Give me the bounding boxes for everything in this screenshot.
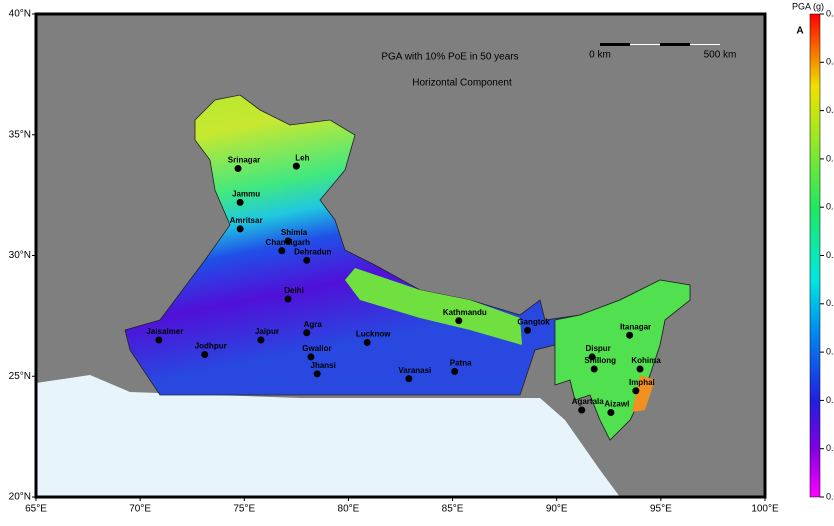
pga-nepal	[345, 268, 522, 345]
city-marker	[588, 353, 596, 361]
city-label: Kathmandu	[443, 308, 487, 317]
city-marker	[578, 406, 586, 414]
colorbar-tick-label: 0.45	[826, 57, 834, 67]
city-marker	[155, 336, 163, 344]
y-tick-label: 25°N	[9, 371, 31, 382]
city-marker	[607, 408, 615, 416]
city-label: Shimla	[281, 228, 308, 237]
city-label: Patna	[450, 359, 472, 368]
city-label: Aizawl	[604, 400, 629, 409]
city-label: Jodhpur	[195, 342, 227, 351]
city-marker	[257, 336, 265, 344]
city-marker	[292, 162, 300, 170]
city-label: Dehradun	[294, 247, 331, 256]
colorbar-tick-label: 0.15	[826, 346, 834, 356]
city-label: Jhansi	[311, 361, 336, 370]
city-label: Leh	[295, 153, 309, 162]
city-marker	[405, 375, 413, 383]
scale-end: 500 km	[704, 50, 737, 61]
city-marker	[303, 256, 311, 264]
city-label: Shillong	[584, 356, 616, 365]
colorbar-tick-label: 0.50	[826, 8, 834, 18]
x-tick-label: 100°E	[751, 504, 779, 515]
x-tick-label: 90°E	[546, 504, 568, 515]
scale-bar-segment	[630, 43, 660, 46]
colorbar-title: PGA (g)	[792, 1, 824, 11]
colorbar-tick-label: 0.35	[826, 153, 834, 163]
scale-start: 0 km	[589, 50, 611, 61]
colorbar	[809, 13, 821, 498]
city-label: Delhi	[284, 286, 304, 295]
city-marker	[201, 351, 209, 359]
city-label: Gangtok	[517, 317, 550, 326]
x-tick-label: 75°E	[233, 504, 255, 515]
city-label: Chandigarh	[266, 238, 311, 247]
x-tick-label: 65°E	[25, 504, 47, 515]
city-marker	[307, 353, 315, 361]
city-marker	[236, 198, 244, 206]
city-label: Jaipur	[255, 327, 279, 336]
city-label: Lucknow	[356, 330, 391, 339]
city-marker	[278, 247, 286, 255]
city-label: Gwalior	[302, 344, 331, 353]
city-label: Kohima	[631, 356, 661, 365]
scale-bar-segment	[690, 43, 720, 46]
city-label: Agra	[304, 320, 323, 329]
city-marker	[236, 225, 244, 233]
city-marker	[636, 365, 644, 373]
city-label: Srinagar	[228, 156, 260, 165]
city-marker	[451, 367, 459, 375]
city-label: Agartala	[572, 397, 605, 406]
x-tick-label: 80°E	[338, 504, 360, 515]
city-marker	[284, 295, 292, 303]
map-title: PGA with 10% PoE in 50 years	[381, 52, 518, 63]
city-label: Jaisalmer	[146, 327, 183, 336]
city-marker	[455, 317, 463, 325]
y-tick-label: 40°N	[9, 9, 31, 20]
city-label: Imphal	[629, 378, 655, 387]
city-label: Jammu	[232, 189, 260, 198]
map-subtitle: Horizontal Component	[412, 78, 512, 89]
city-label: Dispur	[585, 344, 610, 353]
colorbar-tick-label: 0.00	[826, 491, 834, 501]
sea	[36, 375, 620, 497]
y-tick-label: 20°N	[9, 492, 31, 503]
colorbar-tick-label: 0.10	[826, 395, 834, 405]
city-marker	[590, 365, 598, 373]
y-tick-label: 30°N	[9, 250, 31, 261]
city-marker	[632, 387, 640, 395]
colorbar-tick-label: 0.30	[826, 202, 834, 212]
colorbar-tick-label: 0.25	[826, 250, 834, 260]
city-label: Varanasi	[398, 366, 431, 375]
city-marker	[303, 329, 311, 337]
colorbar-tick-label: 0.40	[826, 105, 834, 115]
x-tick-label: 95°E	[650, 504, 672, 515]
city-marker	[524, 326, 532, 334]
x-tick-label: 70°E	[129, 504, 151, 515]
colorbar-label: A	[796, 26, 803, 37]
pga-hotspot	[632, 375, 655, 412]
city-label: Amritsar	[230, 216, 263, 225]
city-marker	[626, 331, 634, 339]
x-tick-label: 85°E	[442, 504, 464, 515]
city-label: Itanagar	[620, 322, 651, 331]
y-tick-label: 35°N	[9, 129, 31, 140]
city-marker	[284, 237, 292, 245]
colorbar-tick-label: 0.05	[826, 443, 834, 453]
city-marker	[363, 338, 371, 346]
city-marker	[234, 165, 242, 173]
colorbar-tick-label: 0.20	[826, 298, 834, 308]
city-marker	[313, 370, 321, 378]
